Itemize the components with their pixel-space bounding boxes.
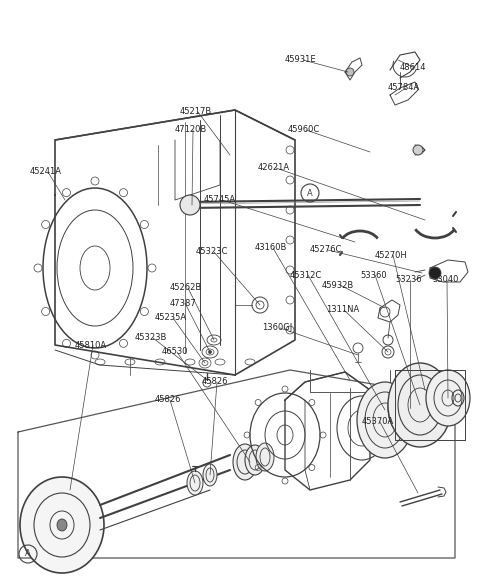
Text: 53236: 53236: [395, 276, 421, 285]
Text: 53040: 53040: [432, 276, 458, 285]
Text: A: A: [25, 549, 31, 559]
Text: 47387: 47387: [170, 299, 197, 307]
Text: 1311NA: 1311NA: [326, 306, 359, 314]
Text: 45262B: 45262B: [170, 284, 202, 292]
Ellipse shape: [426, 370, 470, 426]
Text: 45276C: 45276C: [310, 245, 342, 255]
Text: 43160B: 43160B: [255, 244, 288, 252]
Ellipse shape: [388, 378, 432, 438]
Text: 45826: 45826: [202, 378, 228, 386]
Text: 45960C: 45960C: [288, 125, 320, 135]
Text: 45931E: 45931E: [285, 56, 317, 64]
Text: 45370A: 45370A: [362, 418, 394, 426]
Ellipse shape: [203, 464, 217, 486]
Ellipse shape: [429, 267, 441, 279]
Text: 45241A: 45241A: [30, 168, 62, 176]
Text: 46530: 46530: [162, 347, 189, 357]
Text: 1360GJ: 1360GJ: [262, 324, 292, 332]
Text: 45826: 45826: [155, 396, 181, 404]
Text: 45323C: 45323C: [196, 248, 228, 256]
Ellipse shape: [413, 145, 423, 155]
Text: 45810A: 45810A: [75, 340, 107, 350]
Text: 48614: 48614: [400, 63, 427, 72]
Ellipse shape: [187, 471, 203, 495]
Ellipse shape: [346, 68, 354, 76]
Text: 45323B: 45323B: [135, 334, 168, 343]
Text: 45217B: 45217B: [180, 107, 212, 117]
Text: 47120B: 47120B: [175, 125, 207, 135]
Ellipse shape: [180, 195, 200, 215]
Text: 45235A: 45235A: [155, 314, 187, 322]
Text: 45784A: 45784A: [388, 84, 420, 92]
Text: 45312C: 45312C: [290, 270, 322, 280]
Text: A: A: [307, 188, 313, 198]
Text: 45932B: 45932B: [322, 281, 354, 289]
Ellipse shape: [245, 445, 265, 475]
Text: 42621A: 42621A: [258, 164, 290, 172]
Ellipse shape: [357, 382, 413, 458]
Text: 45270H: 45270H: [375, 251, 408, 259]
Text: 45745A: 45745A: [204, 195, 236, 205]
Ellipse shape: [20, 477, 104, 573]
Ellipse shape: [256, 443, 274, 471]
Ellipse shape: [233, 444, 257, 480]
Ellipse shape: [208, 350, 212, 353]
Ellipse shape: [57, 519, 67, 531]
Ellipse shape: [388, 363, 452, 447]
Text: 53360: 53360: [360, 270, 386, 280]
